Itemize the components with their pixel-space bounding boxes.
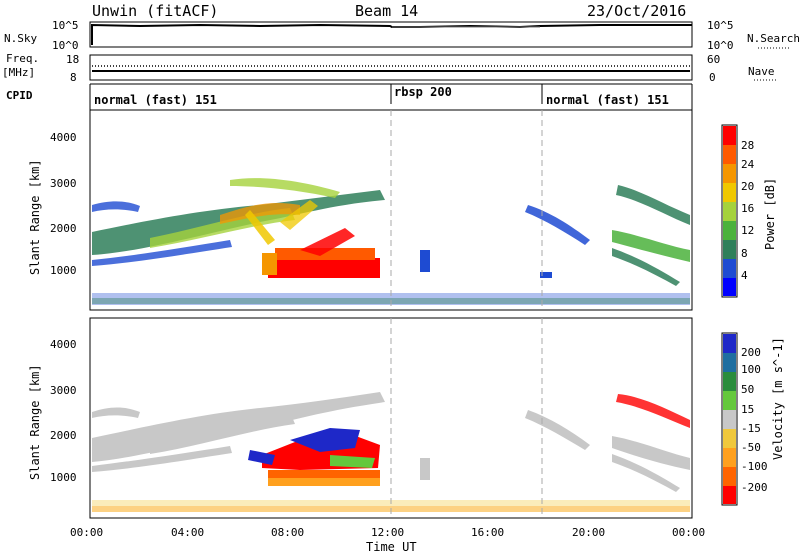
velocity-ytick-1000: 1000 xyxy=(50,471,77,484)
nsearch-tick-top: 10^5 xyxy=(707,19,734,32)
power-cb-tick-12: 12 xyxy=(741,224,754,237)
velocity-colorbar-label: Velocity [m s^-1] xyxy=(771,337,785,460)
velocity-ylabel: Slant Range [km] xyxy=(28,364,42,480)
velocity-cb-tick-100: 100 xyxy=(741,363,761,376)
power-colorbar: 28 24 20 16 12 8 4 xyxy=(721,124,755,298)
velocity-panel: 4000 3000 2000 1000 Slant Range [km] 200… xyxy=(28,317,785,519)
nave-tick-bottom: 0 xyxy=(709,71,716,84)
velocity-cb-tick-neg50: -50 xyxy=(741,441,761,454)
power-cb-tick-28: 28 xyxy=(741,139,754,152)
nsky-tick-bottom: 10^0 xyxy=(52,39,79,52)
cpid-segment-1: normal (fast) 151 xyxy=(94,93,217,107)
x-axis-label: Time UT xyxy=(366,540,417,554)
nave-label: Nave xyxy=(748,65,775,78)
freq-panel: Freq. [MHz] 18 8 60 0 Nave xyxy=(2,52,776,84)
power-ytick-1000: 1000 xyxy=(50,264,77,277)
power-ytick-3000: 3000 xyxy=(50,177,77,190)
xtick-2000: 20:00 xyxy=(572,526,605,539)
cpid-panel: CPID normal (fast) 151 rbsp 200 normal (… xyxy=(6,83,693,110)
power-ytick-2000: 2000 xyxy=(50,222,77,235)
velocity-cb-tick-neg100: -100 xyxy=(741,460,768,473)
xtick-0000: 00:00 xyxy=(70,526,103,539)
nsearch-label: N.Search xyxy=(747,32,800,45)
xtick-0800: 08:00 xyxy=(271,526,304,539)
power-panel: 4000 3000 2000 1000 Slant Range [km] 28 … xyxy=(28,109,777,311)
velocity-cb-tick-15: 15 xyxy=(741,403,754,416)
nsky-label: N.Sky xyxy=(4,32,37,45)
xtick-1600: 16:00 xyxy=(471,526,504,539)
velocity-ytick-2000: 2000 xyxy=(50,429,77,442)
velocity-cb-tick-neg15: -15 xyxy=(741,422,761,435)
x-axis: 00:00 04:00 08:00 12:00 16:00 20:00 00:0… xyxy=(70,526,705,554)
power-ytick-4000: 4000 xyxy=(50,131,77,144)
power-colorbar-label: Power [dB] xyxy=(763,178,777,250)
freq-tick-top: 18 xyxy=(66,53,79,66)
xtick-2400: 00:00 xyxy=(672,526,705,539)
freq-label: Freq. xyxy=(6,52,39,65)
cpid-label: CPID xyxy=(6,89,33,102)
velocity-cb-tick-50: 50 xyxy=(741,383,754,396)
xtick-0400: 04:00 xyxy=(171,526,204,539)
nsky-panel: N.Sky 10^5 10^0 10^5 10^0 N.Search xyxy=(4,19,800,52)
power-cb-tick-4: 4 xyxy=(741,269,748,282)
velocity-cb-tick-neg200: -200 xyxy=(741,481,768,494)
freq-tick-bottom: 8 xyxy=(70,71,77,84)
site-title: Unwin (fitACF) xyxy=(92,2,218,20)
velocity-y-ticks: 4000 3000 2000 1000 xyxy=(50,338,77,484)
power-cb-tick-24: 24 xyxy=(741,158,755,171)
cpid-segment-2: rbsp 200 xyxy=(394,85,452,99)
velocity-ytick-3000: 3000 xyxy=(50,384,77,397)
date-title: 23/Oct/2016 xyxy=(587,2,686,20)
beam-title: Beam 14 xyxy=(355,2,418,20)
nsky-tick-top: 10^5 xyxy=(52,19,79,32)
power-cb-tick-16: 16 xyxy=(741,202,754,215)
velocity-cb-tick-200: 200 xyxy=(741,346,761,359)
xtick-1200: 12:00 xyxy=(371,526,404,539)
cpid-segment-3: normal (fast) 151 xyxy=(546,93,669,107)
velocity-ytick-4000: 4000 xyxy=(50,338,77,351)
power-cb-tick-8: 8 xyxy=(741,247,748,260)
power-y-ticks: 4000 3000 2000 1000 xyxy=(50,131,77,277)
power-ylabel: Slant Range [km] xyxy=(28,159,42,275)
nave-tick-top: 60 xyxy=(707,53,720,66)
nsky-trace xyxy=(91,23,692,45)
nsearch-tick-bottom: 10^0 xyxy=(707,39,734,52)
power-heatmap xyxy=(92,178,690,305)
power-cb-tick-20: 20 xyxy=(741,180,754,193)
freq-unit-label: [MHz] xyxy=(2,66,35,79)
velocity-colorbar: 200 100 50 15 -15 -50 -100 -200 xyxy=(721,332,768,506)
